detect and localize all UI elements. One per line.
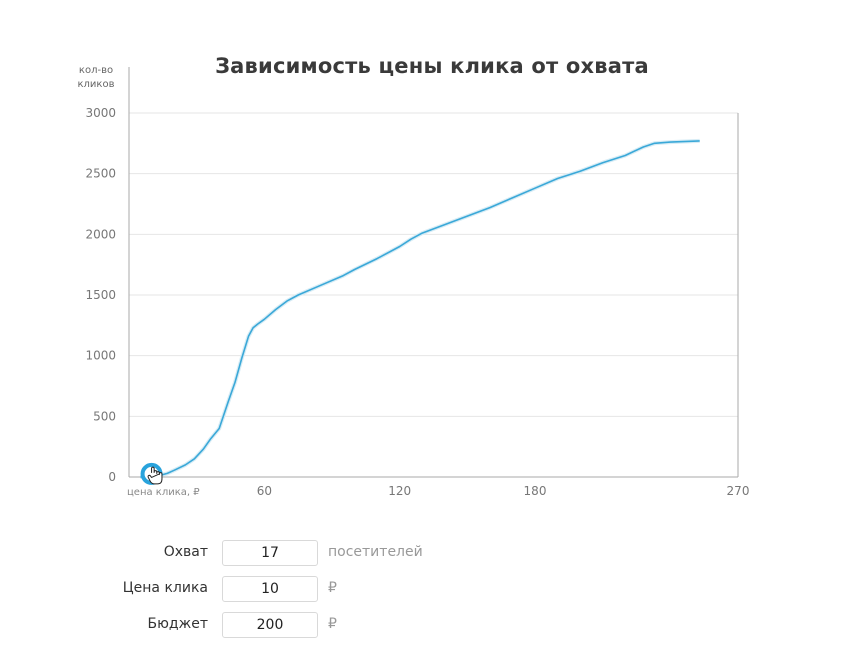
reach-label: Охват	[163, 544, 208, 560]
y-tick-label: 1500	[85, 288, 116, 302]
budget-label: Бюджет	[147, 616, 208, 632]
reach-input[interactable]	[222, 540, 318, 566]
hand-cursor-icon	[147, 466, 163, 485]
budget-input[interactable]	[222, 612, 318, 638]
x-tick-label: 60	[257, 484, 272, 498]
price-input[interactable]	[222, 576, 318, 602]
hand-cursor-shape	[147, 466, 163, 485]
price-label: Цена клика	[122, 580, 208, 596]
price-row: Цена клика ₽	[0, 576, 868, 602]
y-tick-label: 1000	[85, 349, 116, 363]
budget-unit: ₽	[328, 616, 337, 632]
y-axis-label: кол-во кликов	[66, 64, 126, 92]
reach-unit: посетителей	[328, 544, 423, 560]
y-tick-label: 500	[93, 409, 116, 423]
chart-area: 0 500 1000 1500 2000 2500 3000 60 120 180 270 цена …	[85, 67, 750, 498]
x-tick-label: 120	[388, 484, 411, 498]
x-tick-label: 270	[727, 484, 750, 498]
x-axis-label: цена клика, ₽	[127, 487, 200, 498]
y-axis-label-line2: кликов	[77, 79, 115, 90]
series-line	[140, 140, 700, 478]
y-tick-label: 2500	[85, 167, 116, 181]
price-unit: ₽	[328, 580, 337, 596]
y-tick-label: 2000	[85, 227, 116, 241]
budget-row: Бюджет ₽	[0, 612, 868, 638]
chart-title: Зависимость цены клика от охвата	[215, 54, 649, 78]
x-tick-label: 180	[524, 484, 547, 498]
y-tick-label: 0	[108, 470, 116, 484]
series-line-shadow	[140, 138, 700, 479]
y-axis-label-line1: кол-во	[78, 65, 114, 76]
y-tick-label: 3000	[85, 106, 116, 120]
reach-row: Охват посетителей	[0, 540, 868, 566]
